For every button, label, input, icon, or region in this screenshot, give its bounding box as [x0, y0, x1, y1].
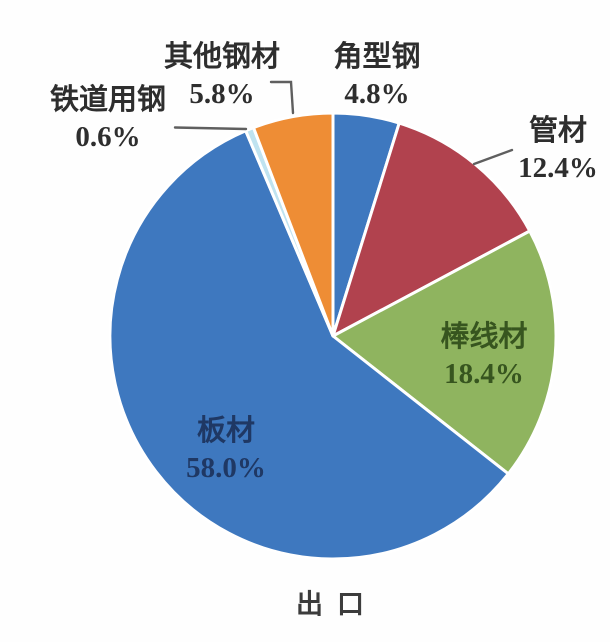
label-other-steel: 其他钢材 5.8% [164, 39, 280, 113]
pie-slices [108, 111, 558, 561]
slice-pct: 18.4% [444, 358, 524, 390]
label-angle-steel: 角型钢 4.8% [333, 39, 420, 113]
slice-name: 其他钢材 [163, 41, 281, 73]
leader-line-other-steel [269, 80, 295, 115]
slice-name: 角型钢 [333, 41, 421, 73]
leader-line-railway-steel [173, 126, 248, 131]
chart-title: 出口 [296, 589, 378, 620]
label-plate: 板材 58.0% [186, 413, 266, 487]
label-railway-steel: 铁道用钢 0.6% [50, 82, 166, 156]
pie-slice-plate [108, 129, 510, 561]
slice-name: 铁道用钢 [49, 84, 167, 116]
leader-lines [173, 80, 514, 166]
label-pipe: 管材 12.4% [518, 113, 598, 187]
slice-name: 板材 [196, 415, 255, 447]
label-bar-wire: 棒线材 18.4% [440, 319, 527, 393]
slice-pct: 12.4% [518, 152, 598, 184]
pie-slice-other-steel [252, 111, 335, 338]
slice-pct: 5.8% [189, 78, 255, 110]
slice-name: 棒线材 [440, 321, 528, 353]
pie-slice-bar-wire [331, 229, 558, 476]
slice-pct: 0.6% [75, 121, 141, 153]
slice-pct: 58.0% [186, 452, 266, 484]
slice-pct: 4.8% [344, 78, 410, 110]
leader-line-pipe [472, 148, 514, 166]
slice-name: 管材 [528, 115, 587, 147]
